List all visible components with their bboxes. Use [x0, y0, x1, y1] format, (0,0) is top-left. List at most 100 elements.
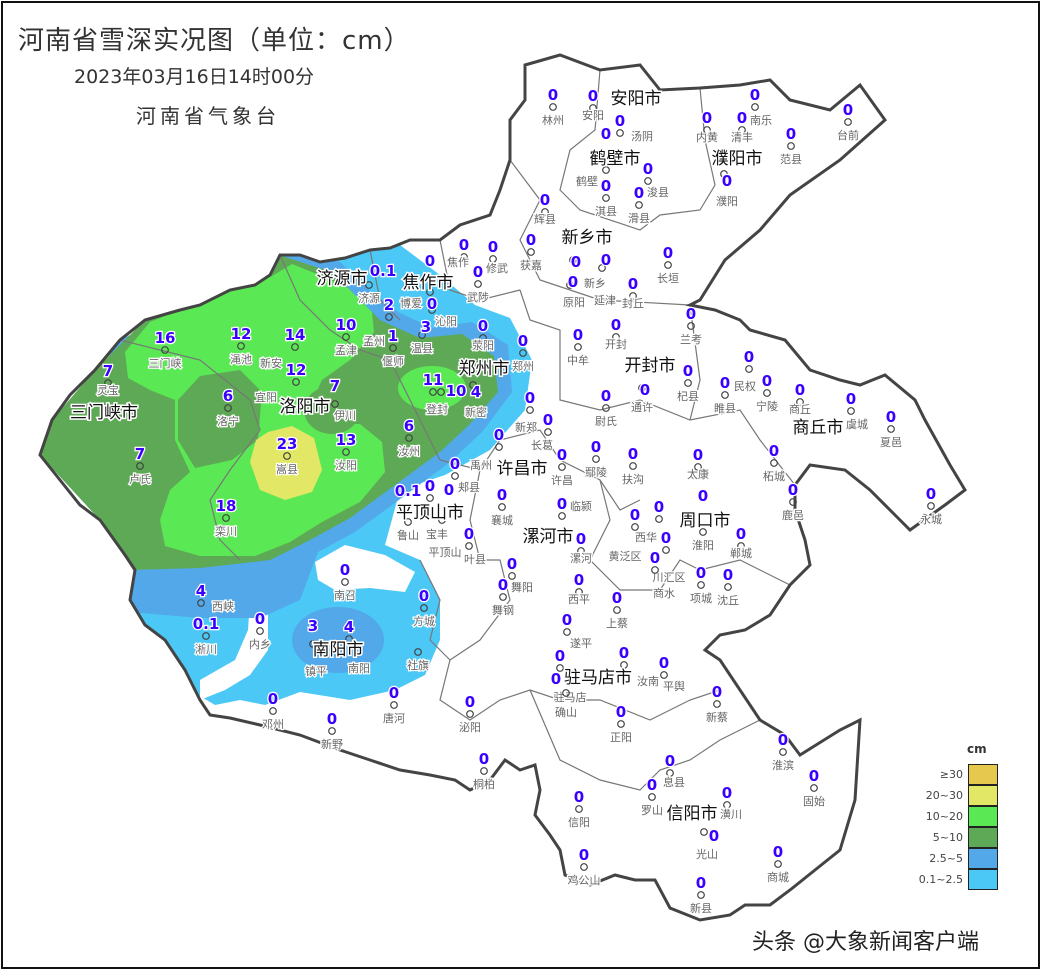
- station-marker: [202, 632, 210, 640]
- station-name: 辉县: [534, 213, 556, 226]
- station-marker: [385, 313, 393, 321]
- station-value: 0: [557, 446, 567, 464]
- station-name: 内黄: [696, 130, 718, 144]
- station-value: 0: [630, 506, 640, 524]
- station: 4 南阳: [343, 617, 372, 677]
- station-value: 0: [574, 788, 584, 806]
- station-value: 0: [459, 236, 469, 254]
- station-marker: [556, 664, 564, 672]
- station-value: 0: [568, 273, 578, 291]
- legend-label: 10~20: [925, 810, 963, 823]
- station-value: 0: [571, 253, 581, 271]
- station-value: 0: [846, 390, 856, 408]
- station-value: 0: [619, 644, 629, 662]
- station-marker: [737, 542, 745, 550]
- city-boundary: [119, 339, 261, 561]
- station-marker: [648, 793, 656, 801]
- station-marker: [426, 494, 434, 502]
- legend-item: 20~30: [915, 785, 999, 806]
- station: 0 武陟: [466, 262, 491, 306]
- station-name: 灵宝: [97, 383, 119, 397]
- station-value: 0: [478, 317, 488, 335]
- station: 0 确山: [550, 669, 579, 721]
- station: 13 汝阳: [334, 430, 359, 474]
- station-marker: [479, 334, 487, 342]
- station-value: 12: [286, 361, 307, 379]
- station: 0 焦作: [446, 235, 471, 271]
- city-label: 周口市: [680, 511, 731, 531]
- legend-label: 2.5~5: [929, 852, 963, 865]
- fill-none-neixiang: [200, 600, 268, 700]
- station-name: 新野: [321, 737, 343, 751]
- station-value: 0: [473, 263, 483, 281]
- station: 0 遂平: [561, 610, 594, 652]
- station-name: 渑池: [230, 353, 252, 366]
- station-value: 0.1: [193, 615, 220, 633]
- station-value: 0: [419, 587, 429, 605]
- station-marker: [644, 177, 652, 185]
- fill-5-10-yichuan: [304, 386, 360, 434]
- station: 0 叶县: [463, 524, 488, 568]
- station-value: 0: [696, 874, 706, 892]
- station: 0 漯河: [569, 529, 594, 567]
- station-name: 汝州: [398, 444, 420, 458]
- station-name: 伊川: [334, 409, 356, 422]
- station-name: 川汇区: [653, 571, 686, 584]
- station-name: 淮滨: [772, 758, 794, 772]
- station-value: 0: [518, 332, 528, 350]
- station: 0 商城: [766, 842, 791, 886]
- station-marker: [342, 333, 350, 341]
- station-value: 0: [562, 611, 572, 629]
- station-name: 焦作: [447, 256, 469, 269]
- station-name: 太康: [687, 467, 709, 481]
- map-organization: 河南省气象台: [136, 104, 280, 128]
- station-name: 郑州: [512, 359, 534, 373]
- legend-swatch: [968, 869, 998, 890]
- station-value: 0: [548, 86, 558, 104]
- station-value: 0: [591, 438, 601, 456]
- station-marker: [662, 546, 670, 554]
- station-marker: [389, 344, 397, 352]
- station-marker: [526, 406, 534, 414]
- station: 0 睢县: [713, 373, 738, 417]
- station-marker: [770, 459, 778, 467]
- station-name: 商城: [767, 870, 789, 884]
- station: 1 偃师: [381, 326, 406, 370]
- station-name: 濮阳: [716, 194, 738, 208]
- station-value: 0: [497, 486, 507, 504]
- station-name: 内乡: [249, 637, 271, 651]
- station-name: 开封: [605, 337, 627, 351]
- station-value: 0: [698, 487, 708, 505]
- city-label: 平顶山市: [396, 503, 464, 523]
- station-marker: [620, 661, 628, 669]
- station: 0 获嘉: [519, 230, 544, 274]
- station: 0 开封: [604, 315, 629, 353]
- station-marker: [651, 566, 659, 574]
- station-value: 7: [103, 362, 113, 380]
- station: 0 民权: [733, 347, 758, 395]
- station-marker: [474, 280, 482, 288]
- station-name: 叶县: [464, 553, 486, 566]
- station: 0 封丘: [621, 274, 646, 312]
- station: 16 三门峡: [147, 328, 183, 372]
- station-name: 栾川: [215, 524, 237, 538]
- station-value: 0: [573, 326, 583, 344]
- station: 0 长垣: [656, 243, 681, 287]
- station-value: 0: [540, 191, 550, 209]
- fill-20-30: [250, 426, 322, 500]
- station-value: 0: [795, 381, 805, 399]
- legend-item: 2.5~5: [915, 848, 999, 869]
- station: 0 西平: [567, 570, 592, 608]
- station-name: 光山: [696, 847, 718, 861]
- station-value: 0: [611, 316, 621, 334]
- station-name: 修武: [486, 261, 508, 275]
- station-marker: [495, 443, 503, 451]
- station-name: 舞阳: [511, 581, 533, 594]
- station: 0 鸡公山: [566, 845, 602, 889]
- province-outline: [38, 53, 967, 922]
- station-marker: [549, 103, 557, 111]
- city-label: 许昌市: [497, 459, 548, 479]
- station: 0 虞城: [845, 389, 870, 433]
- station-marker: [844, 118, 852, 126]
